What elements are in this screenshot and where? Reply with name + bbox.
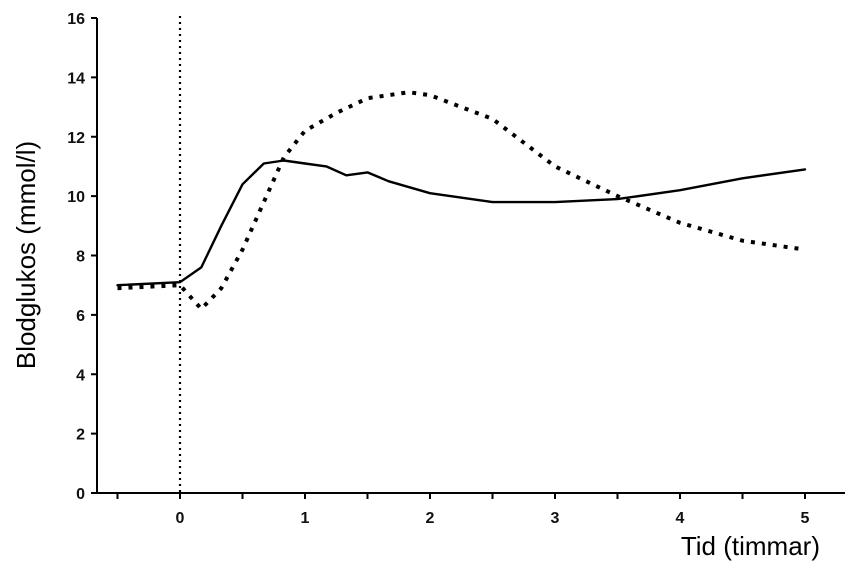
axes bbox=[91, 17, 845, 499]
series-line-solid bbox=[116, 159, 807, 287]
x-tick-label: 3 bbox=[551, 510, 560, 527]
y-tick-label: 10 bbox=[67, 189, 85, 206]
series-line-dotted bbox=[117, 90, 806, 311]
y-tick-label: 4 bbox=[76, 367, 85, 384]
x-tick-label: 0 bbox=[176, 510, 185, 527]
x-axis-title: Tid (timmar) bbox=[681, 531, 820, 561]
y-tick-label: 6 bbox=[76, 308, 85, 325]
y-axis-title: Blodglukos (mmol/l) bbox=[11, 141, 41, 369]
y-tick-label: 12 bbox=[67, 130, 85, 147]
y-tick-label: 14 bbox=[67, 70, 85, 87]
y-tick-label: 16 bbox=[67, 11, 85, 28]
x-tick-label: 5 bbox=[801, 510, 810, 527]
x-tick-label: 1 bbox=[301, 510, 310, 527]
y-tick-label: 0 bbox=[76, 486, 85, 503]
y-tick-label: 2 bbox=[76, 427, 85, 444]
y-tick-label: 8 bbox=[76, 249, 85, 266]
x-tick-label: 4 bbox=[676, 510, 685, 527]
x-tick-label: 2 bbox=[426, 510, 435, 527]
series-layer bbox=[116, 90, 807, 311]
